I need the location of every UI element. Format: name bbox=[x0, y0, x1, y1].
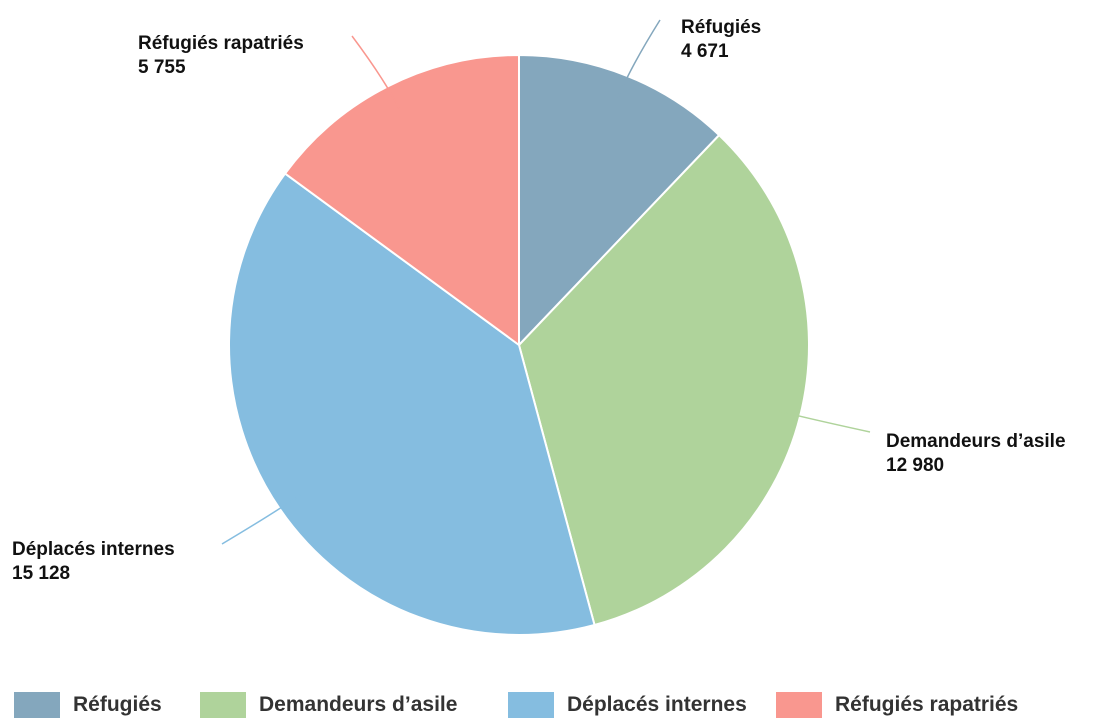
data-label-name-demandeurs: Demandeurs d’asile bbox=[886, 431, 1066, 452]
data-labels: Réfugiés 4 671 Demandeurs d’asile 12 980 Dép… bbox=[12, 17, 1066, 584]
data-label-value-deplaces: 15 128 bbox=[12, 563, 70, 584]
pie-slices bbox=[228, 53, 810, 636]
data-label-name-refugies: Réfugiés bbox=[681, 17, 761, 38]
legend-item-deplaces[interactable]: Déplacés internes bbox=[508, 692, 747, 718]
leader-line-demandeurs bbox=[775, 409, 871, 433]
leader-line-rapatries bbox=[351, 35, 400, 109]
legend-swatch bbox=[200, 692, 246, 718]
legend-swatch bbox=[508, 692, 554, 718]
leader-line-deplaces bbox=[221, 494, 301, 545]
legend: Réfugiés Demandeurs d’asile Déplacés int… bbox=[0, 692, 1099, 720]
data-label-value-demandeurs: 12 980 bbox=[886, 455, 944, 476]
legend-item-demandeurs[interactable]: Demandeurs d’asile bbox=[200, 692, 457, 718]
legend-label: Réfugiés bbox=[73, 693, 162, 716]
data-label-name-deplaces: Déplacés internes bbox=[12, 539, 175, 560]
leader-line-refugies bbox=[616, 19, 661, 100]
data-label-value-refugies: 4 671 bbox=[681, 41, 729, 62]
legend-swatch bbox=[776, 692, 822, 718]
pie-slice-rapatries[interactable] bbox=[283, 53, 520, 347]
legend-item-refugies[interactable]: Réfugiés bbox=[14, 692, 162, 718]
legend-label: Déplacés internes bbox=[567, 693, 747, 716]
pie-slice-refugies[interactable] bbox=[518, 53, 721, 348]
data-label-name-rapatries: Réfugiés rapatriés bbox=[138, 33, 304, 54]
leader-lines bbox=[221, 19, 871, 545]
legend-label: Réfugiés rapatriés bbox=[835, 693, 1019, 716]
legend-swatch bbox=[14, 692, 60, 718]
legend-item-rapatries[interactable]: Réfugiés rapatriés bbox=[776, 692, 1018, 718]
data-label-value-rapatries: 5 755 bbox=[138, 57, 186, 78]
legend-label: Demandeurs d’asile bbox=[259, 693, 458, 716]
